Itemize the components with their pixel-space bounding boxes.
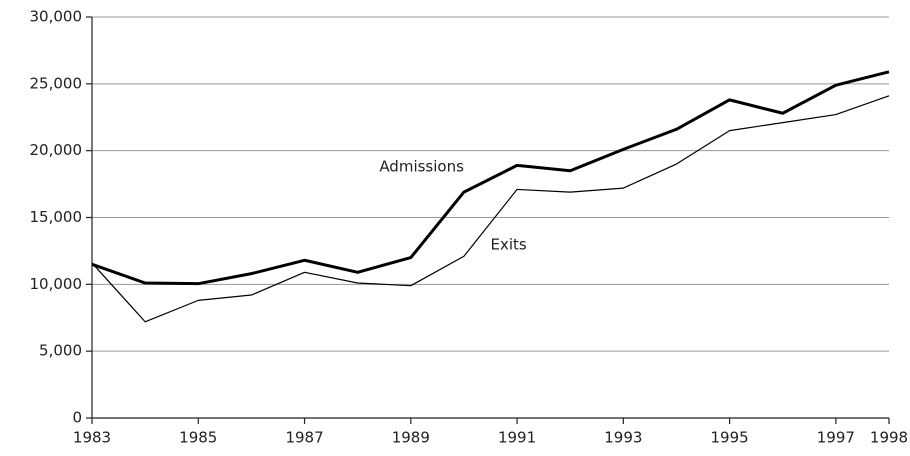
x-tick-label: 1995 [711,429,749,447]
y-tick-label: 30,000 [30,8,83,26]
x-tick-label: 1987 [285,429,323,447]
x-tick-label: 1997 [817,429,855,447]
x-tick-label: 1993 [604,429,642,447]
x-tick-label: 1983 [73,429,111,447]
series-label: Exits [491,235,527,253]
y-tick-label: 25,000 [30,74,83,92]
x-tick-label: 1991 [498,429,536,447]
series-line [91,70,890,286]
y-tick-label: 10,000 [30,275,83,293]
series-label: Admissions [379,158,464,176]
series-line [91,95,890,323]
y-tick-label: 15,000 [30,208,83,226]
y-tick-label: 0 [72,409,82,427]
x-tick-label: 1998 [870,429,908,447]
x-tick-label: 1985 [179,429,217,447]
x-tick-label: 1989 [392,429,430,447]
y-tick-label: 5,000 [39,342,82,360]
y-tick-label: 20,000 [30,141,83,159]
